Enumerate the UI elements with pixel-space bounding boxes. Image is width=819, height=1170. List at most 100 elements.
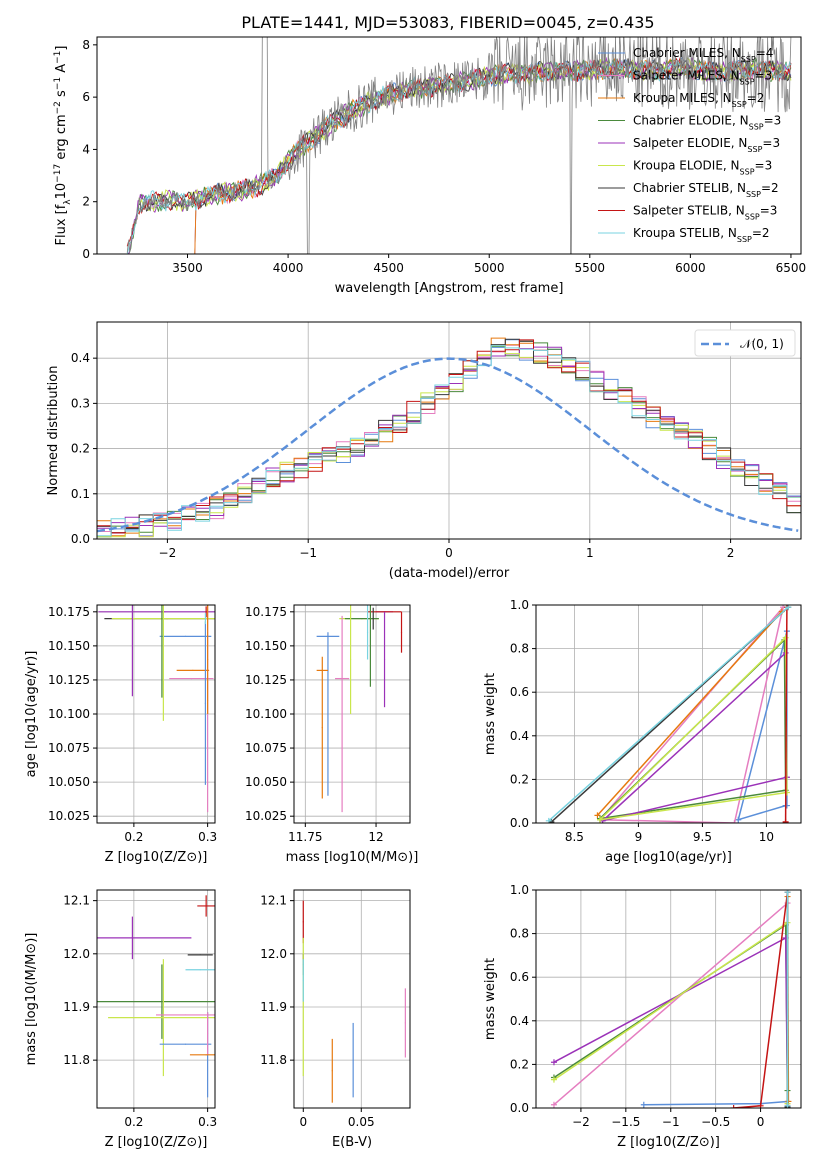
y-tick-label: 10.175 <box>48 605 90 619</box>
y-tick-label: 1.0 <box>510 883 529 897</box>
plus-marker <box>550 1059 557 1066</box>
data-point <box>302 1006 304 1008</box>
data-point <box>331 1070 333 1072</box>
panel-mass_weight_vs_Z: −2 −1.5 −1 −0.5 0 0.0 0.2 0.4 0.6 0.8 1.0 Z [log10(… <box>483 883 802 1150</box>
data-point <box>366 631 369 633</box>
y-tick-label: 0.8 <box>510 642 529 656</box>
y-tick-label: 10.050 <box>245 775 287 789</box>
plus-marker <box>783 789 790 796</box>
data-point <box>361 618 363 620</box>
x-tick-label: 0.05 <box>348 1115 375 1129</box>
legend-entry: Chabrier MILES, NSSP=4 <box>633 46 773 64</box>
x-tick-label: 5500 <box>575 261 606 275</box>
x-tick-label: 12 <box>368 830 383 844</box>
legend-entry-base: Salpeter MILES, N <box>633 69 740 83</box>
data-point <box>383 658 386 661</box>
plus-marker <box>730 1105 737 1108</box>
data-point <box>131 618 133 620</box>
data-point <box>190 677 192 680</box>
y-tick-label: 12.1 <box>63 894 90 908</box>
y-tick-label: 0.1 <box>71 487 90 501</box>
legend-entry-base: Chabrier STELIB, N <box>633 181 746 195</box>
legend-entry-tail: =3 <box>755 69 773 83</box>
y-label-part: λ <box>63 199 73 205</box>
plot-area <box>97 895 215 1098</box>
plot-area <box>98 605 215 813</box>
legend-entry-sub: SSP <box>746 190 761 199</box>
y-tick-label: 0.2 <box>510 772 529 786</box>
y-tick-label: 0.4 <box>510 1014 529 1028</box>
legend-entry-base: Salpeter STELIB, N <box>633 204 745 218</box>
x-axis-label: (data-model)/error <box>389 566 510 581</box>
data-point <box>161 1001 163 1003</box>
y-tick-label: 10.100 <box>48 707 90 721</box>
y-axis-label: mass weight <box>483 958 498 1040</box>
legend-entry-base: Kroupa MILES, N <box>633 91 732 105</box>
y-tick-label: 0.2 <box>71 442 90 456</box>
y-tick-label: 10.025 <box>48 809 90 823</box>
legend-box <box>694 329 796 357</box>
x-tick-label: −0.5 <box>701 1115 730 1129</box>
data-point <box>162 645 164 647</box>
legend-entry-sub: SSP <box>741 55 756 64</box>
y-axis-label: mass weight <box>483 673 498 755</box>
plot-area <box>97 337 801 538</box>
plus-marker <box>782 634 789 641</box>
x-tick-label: −1 <box>299 546 317 560</box>
y-tick-label: 0.0 <box>71 532 90 546</box>
y-label-part: 10 <box>54 183 69 200</box>
y-tick-label: 10.150 <box>48 639 90 653</box>
y-label-part: s <box>54 90 69 101</box>
y-tick-label: 10.100 <box>245 707 287 721</box>
legend-entry-tail: =3 <box>764 114 782 128</box>
y-tick-label: 11.9 <box>260 1000 287 1014</box>
y-tick-label: 12.0 <box>63 947 90 961</box>
y-tick-label: 10.075 <box>48 741 90 755</box>
normal-curve <box>97 357 799 533</box>
legend-entry-base: Chabrier MILES, N <box>633 46 741 60</box>
y-tick-label: 11.8 <box>260 1053 287 1067</box>
observed-spectrum <box>126 37 792 254</box>
y-tick-label: 0 <box>82 247 90 261</box>
data-point <box>404 1022 406 1024</box>
model-spectrum-chabrier_miles <box>193 56 792 254</box>
legend-entry-tail: =2 <box>747 91 765 105</box>
data-point <box>184 1043 187 1045</box>
data-point <box>341 713 343 715</box>
x-axis-label: Z [log10(Z/Z⊙)] <box>617 1135 720 1150</box>
x-axis-label: Z [log10(Z/Z⊙)] <box>105 850 208 865</box>
legend-entry-base: Chabrier ELODIE, N <box>633 114 749 128</box>
data-point <box>205 611 207 613</box>
y-tick-label: 12.1 <box>260 894 287 908</box>
panel-mass_vs_Z: 0.2 0.3 11.8 11.9 12.0 12.1 Z [log10(Z/Z⊙)] mas… <box>24 889 217 1150</box>
x-tick-label: 11.75 <box>288 830 322 844</box>
x-tick-label: 9 <box>635 830 643 844</box>
legend-entry-tail: =2 <box>752 226 770 240</box>
x-axis-label: mass [log10(M/M⊙)] <box>286 850 419 865</box>
x-tick-label: 5000 <box>474 261 505 275</box>
x-tick-label: 4500 <box>373 261 404 275</box>
y-label-part: A <box>54 64 69 77</box>
data-point <box>204 618 207 620</box>
legend-entry: Salpeter ELODIE, NSSP=3 <box>633 136 780 154</box>
series-line-kroupa_miles <box>596 610 783 816</box>
y-tick-label: 6 <box>82 90 90 104</box>
data-point <box>161 618 163 620</box>
legend-entry-sub: SSP <box>737 235 752 244</box>
x-tick-label: 3500 <box>172 261 203 275</box>
data-point <box>164 611 166 613</box>
data-point <box>192 669 194 672</box>
y-label-part: ] <box>54 46 69 51</box>
y-tick-label: 0.8 <box>510 927 529 941</box>
legend-entry-tail: =3 <box>760 204 778 218</box>
y-tick-label: 10.075 <box>245 741 287 755</box>
x-tick-label: 1 <box>586 546 594 560</box>
legend-entry-tail: =4 <box>756 46 774 60</box>
y-tick-label: 8 <box>82 38 90 52</box>
axes-frame <box>96 36 802 255</box>
plot-area <box>316 605 403 813</box>
panel-age_vs_Z: 0.2 0.3 10.025 10.050 10.075 10.100 10.125 10.1… <box>24 604 217 865</box>
figure-title: PLATE=1441, MJD=53083, FIBERID=0045, z=0… <box>241 13 654 32</box>
data-point <box>372 618 374 620</box>
series-line-salpeter_miles <box>599 606 784 823</box>
